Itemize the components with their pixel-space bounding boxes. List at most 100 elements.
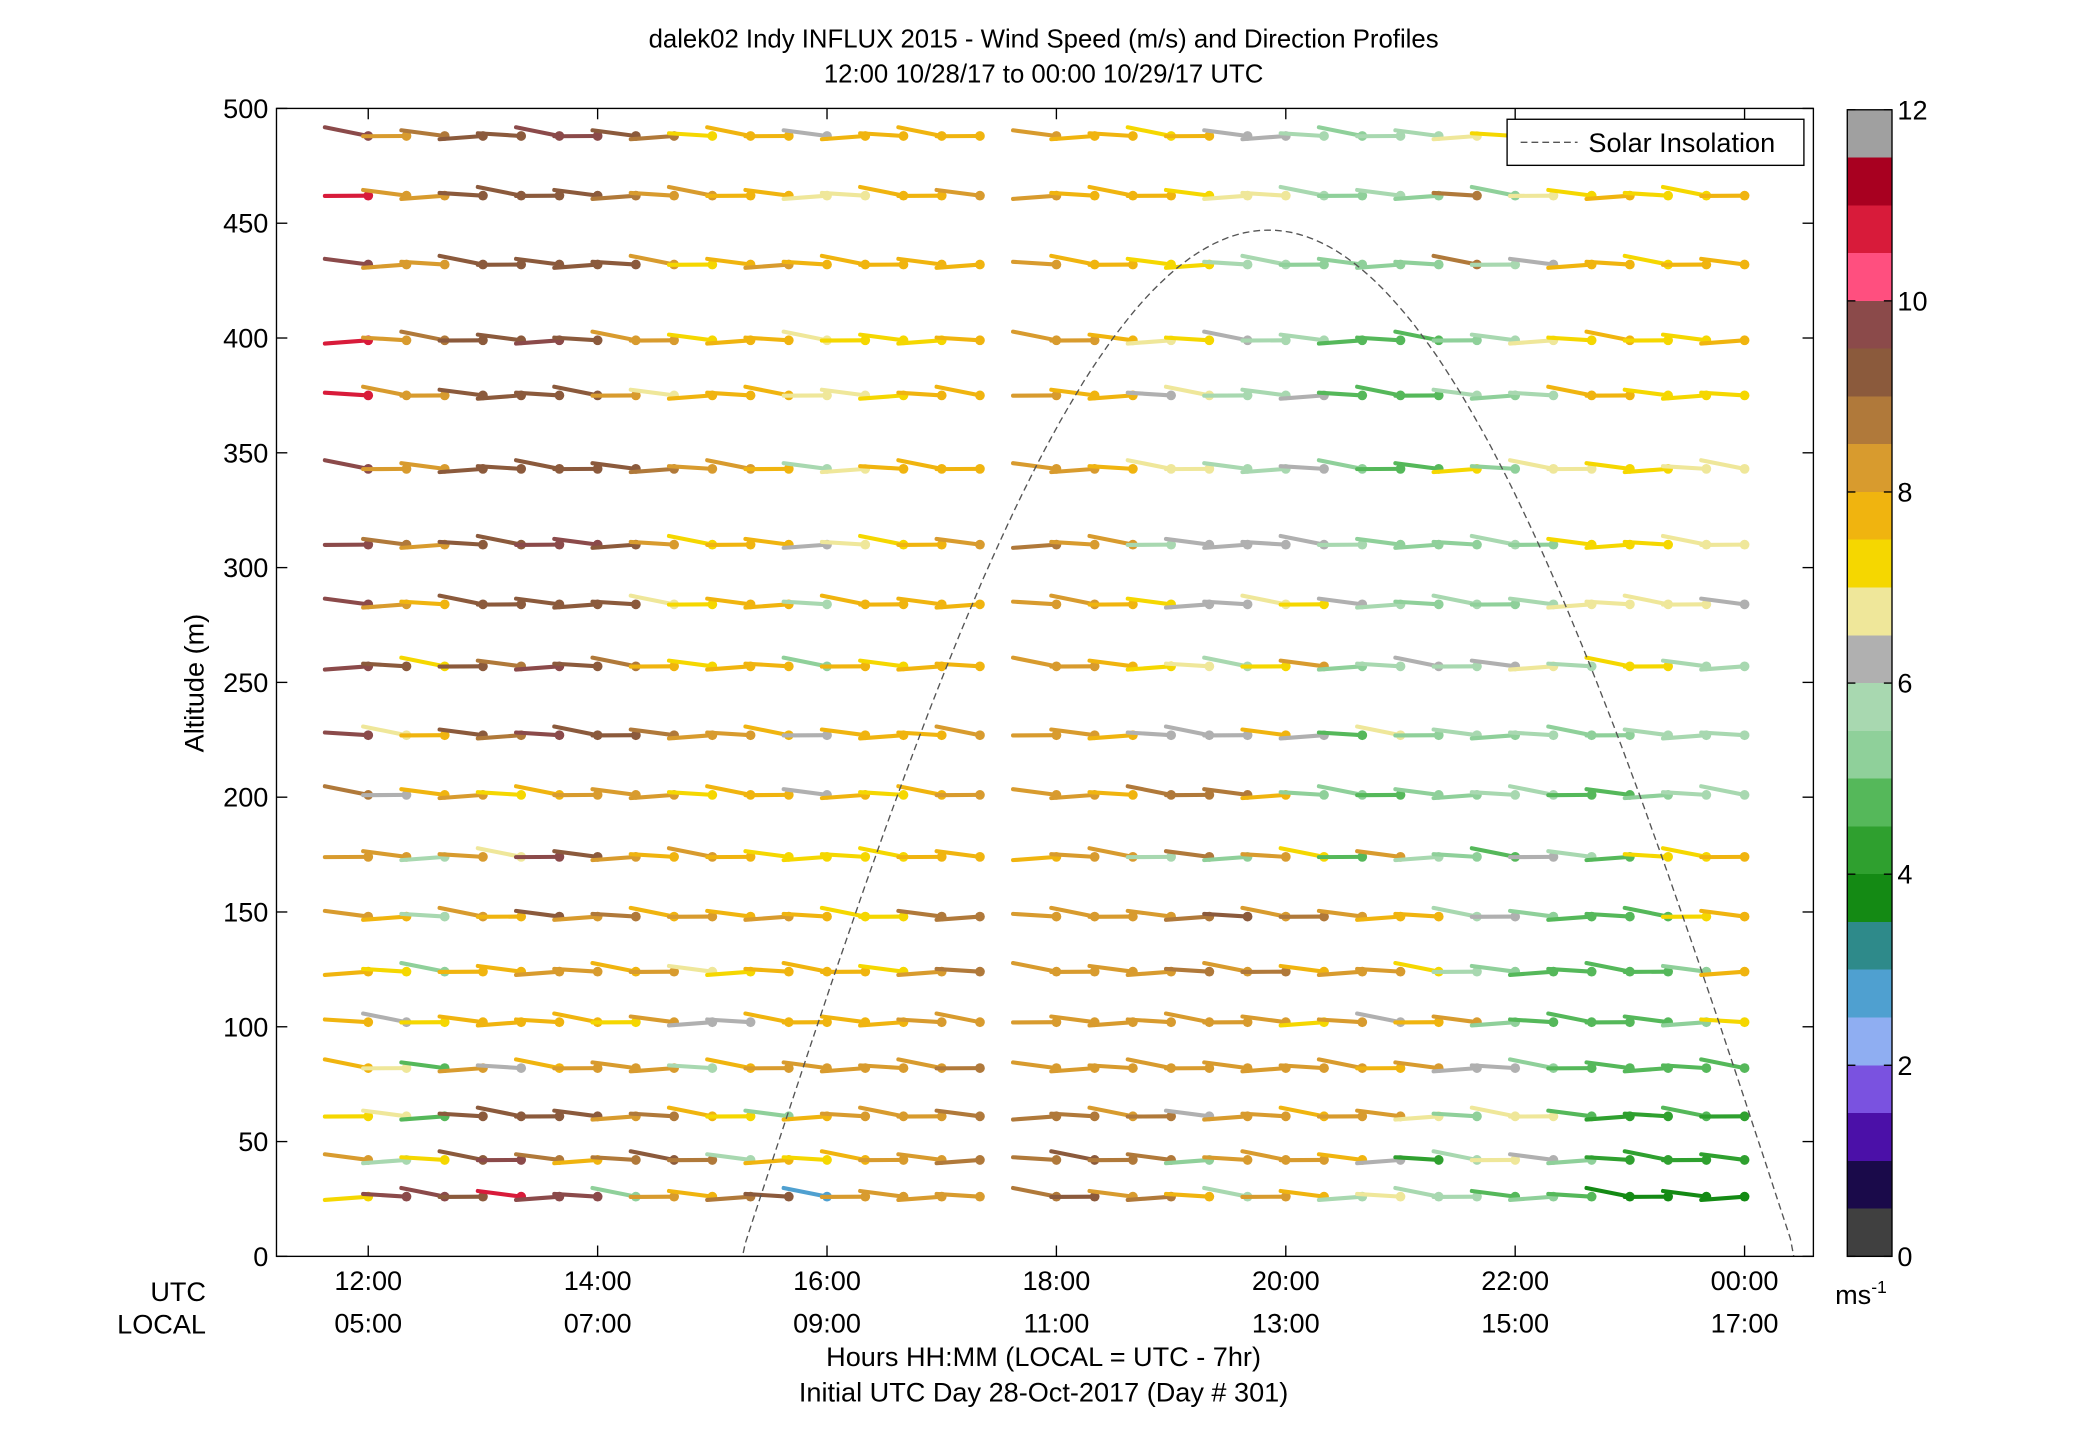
wind-barb-line: [1625, 1114, 1668, 1117]
wind-barb-line: [1281, 1065, 1324, 1068]
wind-barb-point: [1701, 790, 1711, 800]
wind-barb-line: [1472, 792, 1515, 795]
wind-barb-line: [440, 854, 483, 857]
x-tick-label-utc: 18:00: [1022, 1265, 1090, 1296]
x-tick-label-local: 07:00: [564, 1307, 632, 1338]
wind-barb-line: [440, 193, 483, 196]
wind-barb-point: [1740, 540, 1750, 550]
wind-barb-point: [1434, 599, 1444, 609]
wind-barb-point: [1740, 1063, 1750, 1073]
wind-barb-line: [1051, 1114, 1094, 1117]
wind-barb-line: [1472, 466, 1515, 469]
wind-barb-line: [745, 338, 788, 341]
wind-barb-line: [860, 133, 903, 136]
wind-barb-point: [363, 1017, 373, 1027]
wind-barb-point: [669, 191, 679, 201]
wind-barb-point: [1549, 391, 1559, 401]
wind-barb-point: [1740, 391, 1750, 401]
wind-barb-line: [631, 854, 674, 857]
wind-barb-point: [1740, 730, 1750, 740]
wind-barb-line: [860, 792, 903, 795]
wind-barb-point: [707, 464, 717, 474]
wind-barb-point: [1510, 464, 1520, 474]
wind-barb-point: [1472, 540, 1482, 550]
wind-barb-line: [1625, 193, 1668, 196]
wind-barb-point: [402, 967, 412, 977]
wind-barb-point: [822, 599, 832, 609]
y-tick-label: 400: [223, 322, 268, 353]
wind-barb-point: [516, 464, 526, 474]
wind-barb-point: [1166, 1017, 1176, 1027]
wind-barb-point: [784, 967, 794, 977]
wind-barb-point: [555, 1017, 565, 1027]
wind-barb-line: [1548, 1194, 1591, 1197]
wind-barb-point: [707, 1063, 717, 1073]
wind-barb-point: [822, 260, 832, 270]
wind-barb-point: [1701, 464, 1711, 474]
wind-barb-point: [1740, 335, 1750, 345]
wind-barb-point: [1204, 1192, 1214, 1202]
wind-barb-line: [1434, 854, 1477, 857]
wind-barb-line: [325, 1019, 368, 1022]
x-tick-label-local: 09:00: [793, 1307, 861, 1338]
wind-barb-point: [975, 790, 985, 800]
wind-barb-point: [975, 391, 985, 401]
wind-barb-point: [899, 1063, 909, 1073]
wind-barb-line: [592, 914, 635, 917]
wind-barb-line: [898, 393, 941, 396]
wind-barb-point: [1549, 1017, 1559, 1027]
x-tick-label-local: 13:00: [1252, 1307, 1320, 1338]
wind-barb-point: [1166, 391, 1176, 401]
wind-barb-line: [1204, 262, 1247, 265]
wind-barb-point: [1434, 1155, 1444, 1165]
wind-barb-point: [975, 1017, 985, 1027]
wind-barb-line: [325, 393, 368, 396]
wind-barb-point: [402, 1192, 412, 1202]
wind-barb-point: [1128, 790, 1138, 800]
wind-barb-line: [937, 969, 980, 972]
wind-barb-point: [1396, 335, 1406, 345]
wind-barb-line: [401, 602, 444, 605]
wind-barb-line: [1587, 914, 1630, 917]
wind-barb-point: [899, 464, 909, 474]
wind-barb-line: [707, 732, 750, 735]
wind-barb-point: [1740, 260, 1750, 270]
wind-barb-point: [1510, 790, 1520, 800]
wind-barb-line: [1663, 1065, 1706, 1068]
wind-barb-line: [1051, 193, 1094, 196]
wind-barb-point: [1281, 191, 1291, 201]
colorbar-tick-label: 6: [1897, 668, 1912, 699]
x-tick-label-local: 15:00: [1481, 1307, 1549, 1338]
wind-barb-point: [1472, 1111, 1482, 1121]
wind-barb-line: [1395, 262, 1438, 265]
chart-title: dalek02 Indy INFLUX 2015 - Wind Speed (m…: [649, 25, 1439, 53]
wind-barb-point: [784, 661, 794, 671]
wind-barb-point: [1357, 1017, 1367, 1027]
wind-barb-line: [401, 262, 444, 265]
wind-barb-point: [1740, 1155, 1750, 1165]
wind-barb-line: [1701, 393, 1744, 396]
wind-barb-point: [1587, 335, 1597, 345]
wind-barb-line: [937, 338, 980, 341]
wind-barb-line: [1204, 1157, 1247, 1160]
wind-barb-point: [1281, 1111, 1291, 1121]
wind-barb-line: [1701, 732, 1744, 735]
wind-barb-point: [1663, 1111, 1673, 1121]
wind-barb-point: [975, 131, 985, 141]
wind-barb-point: [1434, 912, 1444, 922]
wind-barb-point: [975, 1155, 985, 1165]
wind-barb-point: [1319, 1063, 1329, 1073]
wind-barb-point: [1740, 191, 1750, 201]
wind-barb-point: [1434, 260, 1444, 270]
wind-barb-point: [1243, 260, 1253, 270]
wind-barb-point: [1204, 967, 1214, 977]
wind-barb-point: [1663, 540, 1673, 550]
y-tick-label: 300: [223, 552, 268, 583]
wind-barb-line: [669, 133, 712, 136]
wind-barb-point: [1625, 1155, 1635, 1165]
wind-barb-point: [1510, 1063, 1520, 1073]
wind-barb-point: [1663, 191, 1673, 201]
wind-barb-line: [1319, 393, 1362, 396]
wind-barb-line: [478, 466, 521, 469]
wind-barb-line: [822, 542, 865, 545]
